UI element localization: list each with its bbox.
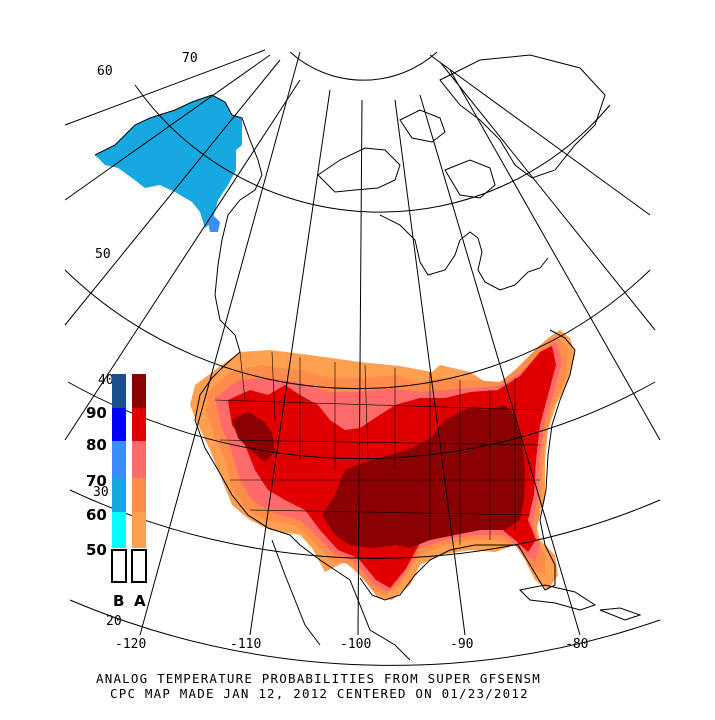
lat-30-circle bbox=[69, 489, 661, 559]
lon-label-110: -110 bbox=[230, 637, 261, 652]
legend-above-label: A bbox=[134, 592, 146, 610]
lat-60-circle bbox=[134, 84, 611, 213]
legend-level-90: 90 bbox=[86, 404, 107, 422]
lat-label-40: 40 bbox=[98, 373, 114, 388]
lat-70-circle bbox=[289, 51, 438, 81]
legend-below-swatch-3 bbox=[112, 478, 126, 512]
lat-20-circle bbox=[69, 599, 661, 666]
legend-level-50: 50 bbox=[86, 541, 107, 559]
latitude-labels: 70 60 50 40 30 20 bbox=[93, 51, 198, 629]
mexico-outline bbox=[271, 539, 411, 661]
legend-below-column bbox=[111, 374, 127, 583]
above-normal-shading bbox=[190, 330, 575, 600]
legend-above-swatch-0 bbox=[132, 374, 146, 408]
lat-50-circle bbox=[64, 269, 651, 390]
legend-above-column bbox=[131, 374, 147, 583]
lat-label-50: 50 bbox=[95, 247, 111, 262]
east-coast-outline bbox=[359, 329, 576, 601]
graticule bbox=[64, 49, 661, 666]
legend-above-swatch-3 bbox=[132, 478, 146, 512]
lon-label-100: -100 bbox=[340, 637, 371, 652]
longitude-labels: -120 -110 -100 -90 -80 bbox=[115, 637, 588, 652]
lat-label-30: 30 bbox=[93, 485, 109, 500]
legend-above-swatch-2 bbox=[132, 441, 146, 478]
below-70-region bbox=[208, 216, 220, 232]
legend-below-swatch-0 bbox=[112, 374, 126, 408]
legend-level-80: 80 bbox=[86, 436, 107, 454]
west-coast-outline bbox=[94, 94, 351, 581]
legend-below-swatch-4 bbox=[112, 512, 126, 548]
meridian-80 bbox=[419, 94, 581, 636]
lat-40-circle bbox=[67, 381, 656, 460]
arctic-islands-outline bbox=[317, 109, 496, 199]
lat-label-20: 20 bbox=[106, 614, 122, 629]
coastline-outlines bbox=[94, 54, 642, 661]
meridian-100 bbox=[357, 99, 363, 636]
legend-below-label: B bbox=[113, 592, 124, 610]
caption-line-2: CPC MAP MADE JAN 12, 2012 CENTERED ON 01… bbox=[110, 686, 529, 701]
legend-below-swatch-2 bbox=[112, 441, 126, 478]
legend-above-swatch-1 bbox=[132, 408, 146, 441]
legend-above-swatch-5 bbox=[131, 549, 147, 583]
legend: 90 80 70 60 50 B A bbox=[86, 374, 147, 610]
hudson-bay-outline bbox=[379, 214, 549, 291]
legend-below-swatch-1 bbox=[112, 408, 126, 441]
meridian-120 bbox=[139, 51, 301, 636]
legend-above-swatch-4 bbox=[132, 512, 146, 548]
lat-label-60: 60 bbox=[97, 64, 113, 79]
below-60-region bbox=[95, 95, 242, 228]
lat-label-70: 70 bbox=[182, 51, 198, 66]
caption-line-1: ANALOG TEMPERATURE PROBABILITIES FROM SU… bbox=[96, 671, 541, 686]
greenland-outline bbox=[439, 54, 606, 179]
state-borders bbox=[214, 351, 541, 545]
above-90-west-region bbox=[232, 412, 275, 462]
meridian-110 bbox=[249, 89, 331, 636]
legend-level-70: 70 bbox=[86, 472, 107, 490]
lon-label-120: -120 bbox=[115, 637, 146, 652]
meridian-90 bbox=[394, 99, 466, 636]
caribbean-outline bbox=[518, 584, 642, 621]
legend-level-60: 60 bbox=[86, 506, 107, 524]
lon-label-90: -90 bbox=[450, 637, 473, 652]
lon-label-80: -80 bbox=[565, 637, 588, 652]
legend-below-swatch-5 bbox=[111, 549, 127, 583]
